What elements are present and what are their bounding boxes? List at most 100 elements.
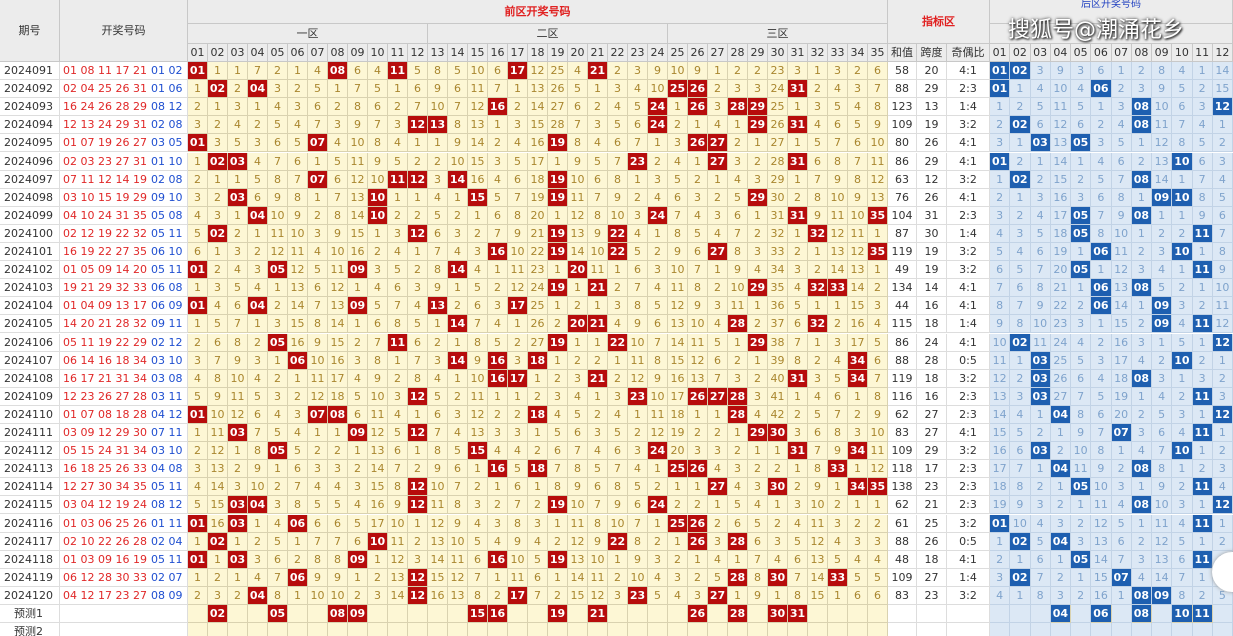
front-omission: 9	[828, 442, 848, 461]
back-omission: 10	[1091, 478, 1112, 497]
front-omission: 9	[428, 279, 448, 298]
front-omission: 1	[708, 261, 728, 280]
front-omission: 13	[368, 442, 388, 461]
front-hit: 07	[308, 405, 328, 424]
front-omission: 1	[748, 442, 768, 461]
issue: 2024093	[0, 98, 60, 117]
front-omission: 6	[248, 405, 268, 424]
stat-span: 19	[917, 243, 947, 262]
front-omission: 3	[788, 261, 808, 280]
draw-numbers: 06 14 16 18 34 03 10	[60, 351, 188, 370]
front-hit: 06	[288, 514, 308, 533]
front-hit: 31	[788, 152, 808, 171]
front-omission: 1	[268, 460, 288, 479]
front-omission: 2	[488, 134, 508, 153]
front-omission: 2	[788, 188, 808, 207]
back-omission: 1	[1111, 62, 1132, 81]
draw-numbers: 12 27 30 34 35 05 11	[60, 478, 188, 497]
front-omission: 15	[668, 351, 688, 370]
front-omission: 8	[348, 98, 368, 117]
back-hit: 06	[1091, 243, 1112, 262]
front-col-header: 18	[528, 44, 548, 62]
back-omission: 24	[1050, 333, 1071, 352]
front-hit: 22	[608, 532, 628, 551]
front-hit: 12	[408, 116, 428, 135]
front-hit: 12	[408, 568, 428, 587]
back-omission: 1	[990, 532, 1011, 551]
draw-numbers: 03 10 15 19 29 09 10	[60, 188, 188, 207]
back-omission: 3	[1131, 424, 1152, 443]
prediction-cell	[828, 605, 848, 624]
front-omission: 15	[288, 315, 308, 334]
prediction-cell	[608, 605, 628, 624]
back-omission: 10	[990, 333, 1011, 352]
front-omission: 11	[668, 279, 688, 298]
back-omission: 15	[1050, 170, 1071, 189]
back-omission: 14	[1152, 568, 1173, 587]
front-omission: 1	[448, 279, 468, 298]
scroll-button[interactable]	[1212, 552, 1233, 592]
back-omission: 2	[1172, 279, 1193, 298]
front-omission: 10	[608, 206, 628, 225]
back-omission: 22	[1050, 297, 1071, 316]
front-omission: 15	[468, 152, 488, 171]
front-omission: 9	[748, 586, 768, 605]
back-hit: 05	[1071, 224, 1092, 243]
prediction-cell	[848, 623, 868, 636]
stat-span: 19	[917, 261, 947, 280]
back-omission: 2	[1131, 315, 1152, 334]
prediction-cell	[308, 605, 328, 624]
stat-sum: 118	[888, 460, 917, 479]
front-omission: 1	[288, 369, 308, 388]
front-hit: 28	[728, 315, 748, 334]
draw-numbers: 02 04 25 26 31 01 06	[60, 80, 188, 99]
front-omission: 4	[788, 514, 808, 533]
back-omission: 7	[1212, 224, 1233, 243]
back-hit: 08	[1131, 206, 1152, 225]
front-omission: 14	[428, 550, 448, 569]
back-omission: 1	[990, 98, 1011, 117]
back-omission: 1	[1212, 514, 1233, 533]
front-omission: 11	[568, 188, 588, 207]
back-omission: 4	[1131, 351, 1152, 370]
front-omission: 3	[808, 98, 828, 117]
front-col-header: 17	[508, 44, 528, 62]
back-omission: 8	[1152, 62, 1173, 81]
back-omission: 1	[1192, 279, 1213, 298]
front-omission: 10	[328, 243, 348, 262]
stat-sum: 87	[888, 224, 917, 243]
prediction-cell	[848, 605, 868, 624]
stat-ratio: 4:1	[947, 424, 990, 443]
front-omission: 2	[488, 405, 508, 424]
front-omission: 4	[568, 62, 588, 81]
stat-ratio: 3:2	[947, 243, 990, 262]
front-col-header: 25	[668, 44, 688, 62]
front-omission: 1	[808, 297, 828, 316]
back-omission: 3	[1192, 369, 1213, 388]
back-omission: 11	[1071, 460, 1092, 479]
front-omission: 5	[228, 134, 248, 153]
front-hit: 29	[748, 424, 768, 443]
front-omission: 8	[428, 261, 448, 280]
front-omission: 10	[288, 224, 308, 243]
issue-header: 期号	[0, 0, 60, 62]
issue: 2024107	[0, 351, 60, 370]
front-draw: 12 27 30 34 35	[63, 480, 147, 494]
front-hit: 29	[748, 333, 768, 352]
front-omission: 4	[708, 550, 728, 569]
back-omission: 6	[1091, 62, 1112, 81]
stat-sum: 83	[888, 424, 917, 443]
front-omission: 3	[428, 351, 448, 370]
back-omission: 6	[1071, 116, 1092, 135]
front-omission: 20	[668, 442, 688, 461]
front-omission: 14	[348, 206, 368, 225]
front-omission: 4	[868, 550, 888, 569]
front-omission: 8	[368, 351, 388, 370]
stat-sum: 44	[888, 297, 917, 316]
back-omission: 1	[1192, 62, 1213, 81]
front-omission: 2	[328, 98, 348, 117]
back-hit: 05	[1071, 550, 1092, 569]
front-omission: 11	[868, 442, 888, 461]
front-omission: 7	[368, 116, 388, 135]
front-omission: 10	[348, 134, 368, 153]
